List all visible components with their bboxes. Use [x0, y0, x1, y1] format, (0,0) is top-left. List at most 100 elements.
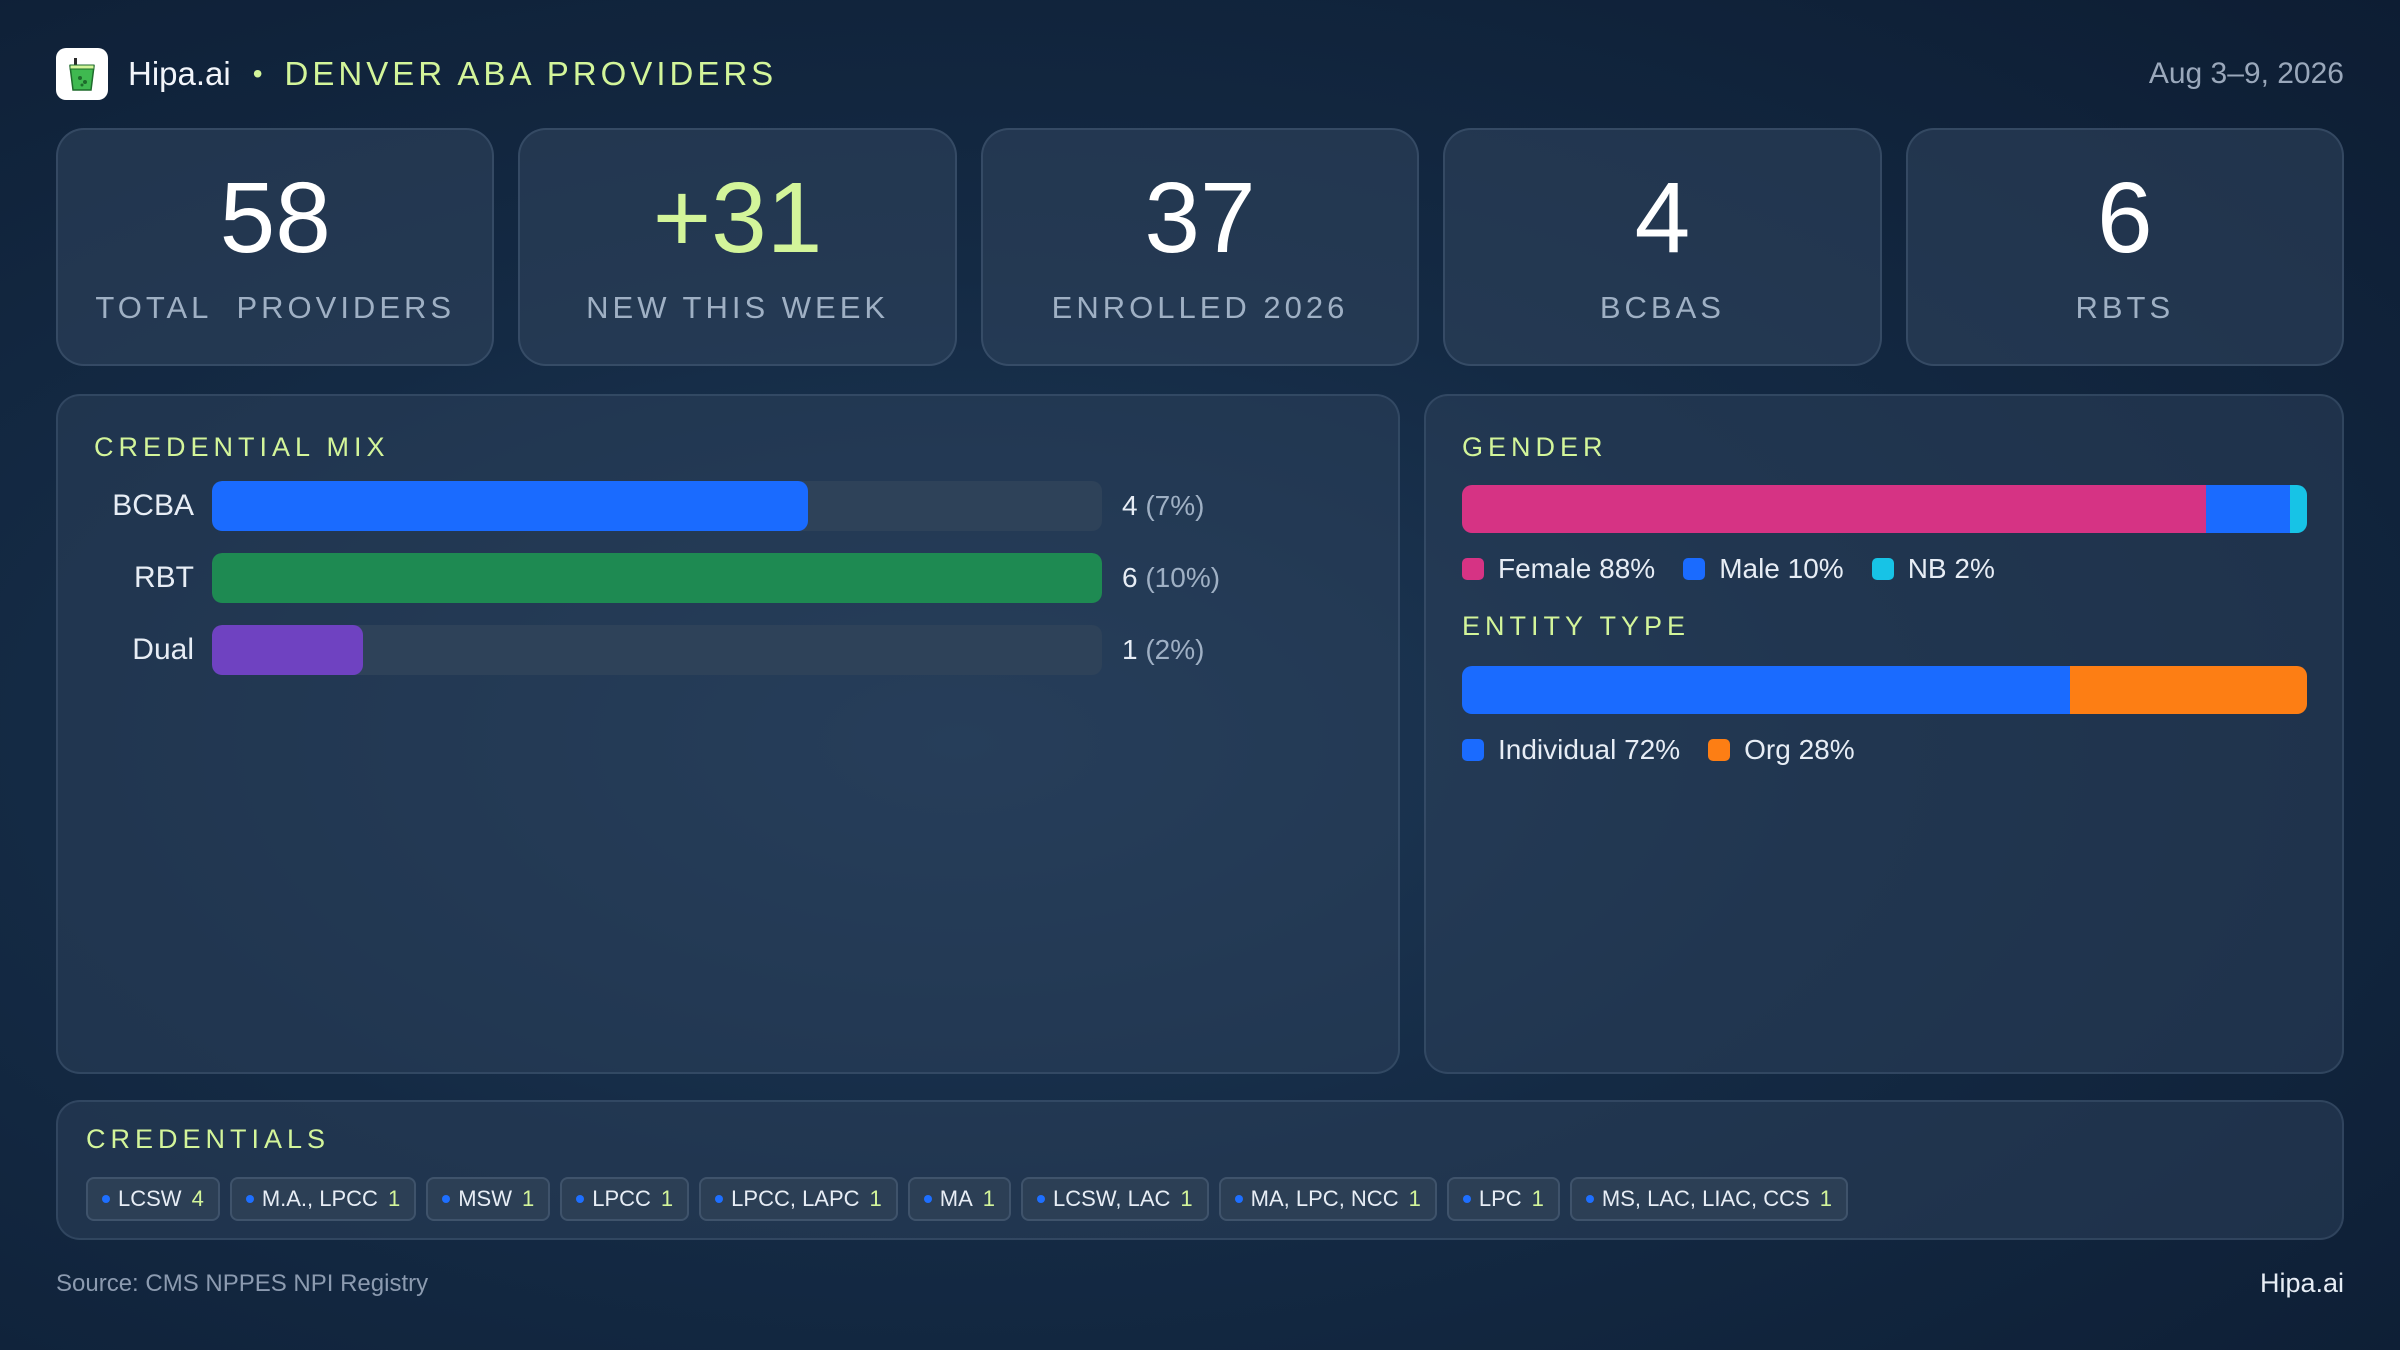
credentials-panel: CREDENTIALS LCSW 4 M.A., LPCC 1 MSW 1 LPCC 1 LPC… [56, 1100, 2344, 1240]
page-title: DENVER ABA PROVIDERS [284, 55, 778, 92]
chip-count: 4 [191, 1186, 204, 1211]
entity-type-title: ENTITY TYPE [1462, 611, 1691, 641]
chip-dot-icon [1585, 1195, 1594, 1203]
legend-label: Org 28% [1744, 734, 1855, 765]
mix-value: 6 (10%) [1122, 562, 1220, 594]
entity-segment-org [2070, 666, 2307, 714]
chip-dot-icon [1037, 1195, 1046, 1203]
chip-name: MSW [458, 1186, 512, 1211]
entity-segment-individual [1462, 666, 2071, 714]
credential-mix-panel: CREDENTIAL MIX BCBA 4 (7%) RBT 6 (10%) D… [56, 394, 1400, 1074]
mix-value: 1 (2%) [1122, 634, 1204, 666]
chip-dot-icon [245, 1195, 254, 1203]
kpi-card-bcbas: 4 BCBAS [1443, 128, 1882, 366]
kpi-value: +31 [652, 162, 823, 274]
source-note: Source: CMS NPPES NPI Registry [56, 1270, 429, 1297]
mix-percent: (2%) [1145, 634, 1205, 665]
kpi-label: BCBAS [1599, 290, 1725, 325]
chip-count: 1 [869, 1186, 882, 1211]
header-separator: • [252, 58, 263, 89]
chip-dot-icon [442, 1195, 451, 1203]
credential-chip: MSW 1 [426, 1177, 551, 1221]
entity-stacked-bar [1462, 666, 2307, 714]
credential-chip: LCSW, LAC 1 [1021, 1177, 1209, 1221]
legend-swatch [1871, 558, 1894, 580]
credential-chip: LPC 1 [1446, 1177, 1560, 1221]
chip-dot-icon [102, 1195, 110, 1203]
legend-label: Female 88% [1498, 553, 1656, 584]
brand-name: Hipa.ai [128, 55, 231, 92]
kpi-card-enrolled-2026: 37 ENROLLED 2026 [980, 128, 1420, 366]
kpi-label: RBTS [2075, 290, 2175, 325]
legend-label: Male 10% [1719, 553, 1844, 584]
chip-dot-icon [715, 1195, 724, 1203]
mix-value: 4 (7%) [1122, 490, 1204, 522]
chip-count: 1 [982, 1186, 996, 1211]
chip-dot-icon [923, 1195, 932, 1203]
gender-segment-nb [2290, 485, 2307, 533]
chip-name: LCSW, LAC [1053, 1186, 1171, 1211]
legend-item-male: Male 10% [1683, 553, 1844, 585]
credential-chip: LPCC, LAPC 1 [699, 1177, 898, 1221]
legend-swatch [1462, 558, 1484, 580]
gender-title: GENDER [1462, 432, 1608, 462]
gender-segment-female [1462, 485, 2206, 533]
credential-chips: LCSW 4 M.A., LPCC 1 MSW 1 LPCC 1 LPCC, LAPC 1 MA 1 L… [86, 1177, 2314, 1221]
legend-swatch [1683, 558, 1706, 580]
mix-percent: (7%) [1145, 490, 1205, 521]
mix-percent: (10%) [1145, 562, 1221, 593]
mix-track [212, 553, 1102, 603]
panel-title: CREDENTIALS [86, 1124, 331, 1154]
chip-name: LPCC, LAPC [731, 1186, 860, 1211]
panel-title: CREDENTIAL MIX [94, 432, 390, 462]
chip-dot-icon [1462, 1195, 1471, 1203]
cup-logo-icon [56, 48, 108, 100]
legend-item-female: Female 88% [1462, 553, 1655, 585]
credential-chip: MA, LPC, NCC 1 [1218, 1177, 1437, 1221]
mix-fill-bar [212, 481, 809, 531]
chip-count: 1 [387, 1186, 401, 1211]
mix-count: 6 [1122, 562, 1138, 593]
mix-fill-bar [212, 553, 1102, 603]
credential-mix-bars: BCBA 4 (7%) RBT 6 (10%) Dual 1 (2%) [94, 481, 1362, 675]
kpi-label: ENROLLED 2026 [1051, 290, 1349, 325]
mix-label: Dual [132, 633, 194, 666]
mix-row-rbt: RBT 6 (10%) [94, 553, 1362, 603]
kpi-label: TOTAL PROVIDERS [95, 290, 456, 325]
chip-dot-icon [1234, 1195, 1243, 1203]
credential-chip: LPCC 1 [560, 1177, 690, 1221]
chip-dot-icon [576, 1195, 585, 1203]
legend-label: NB 2% [1907, 553, 1995, 584]
chip-name: M.A., LPCC [261, 1186, 378, 1211]
credential-chip: M.A., LPCC 1 [229, 1177, 417, 1221]
credential-chip: MS, LAC, LIAC, CCS 1 [1569, 1177, 1848, 1221]
legend-item-nb: NB 2% [1871, 553, 1995, 585]
kpi-value: 6 [2097, 162, 2153, 274]
mix-label: RBT [134, 561, 194, 594]
chip-count: 1 [1819, 1186, 1832, 1211]
chip-name: LPCC [592, 1186, 651, 1211]
kpi-row: 58 TOTAL PROVIDERS +31 NEW THIS WEEK 37 … [56, 128, 2345, 366]
credential-chip: MA 1 [907, 1177, 1012, 1221]
kpi-value: 4 [1634, 162, 1691, 274]
mix-row-bcba: BCBA 4 (7%) [94, 481, 1362, 531]
date-range: Aug 3–9, 2026 [2148, 57, 2344, 90]
mix-track [212, 625, 1102, 675]
kpi-card-new-this-week: +31 NEW THIS WEEK [518, 128, 957, 366]
mix-count: 1 [1122, 634, 1138, 665]
legend-swatch [1708, 739, 1731, 761]
kpi-card-rbts: 6 RBTS [1905, 128, 2345, 366]
entity-legend: Individual 72% Org 28% [1462, 734, 2306, 766]
mix-track [212, 481, 1102, 531]
demographics-panel: GENDER Female 88% Male 10% NB 2% ENTITY … [1424, 394, 2344, 1074]
header: Hipa.ai • DENVER ABA PROVIDERS Aug 3–9, … [56, 48, 2344, 100]
chip-count: 1 [1408, 1186, 1421, 1211]
chip-count: 1 [521, 1186, 535, 1211]
gender-legend: Female 88% Male 10% NB 2% [1462, 553, 2306, 585]
kpi-value: 58 [219, 162, 331, 274]
chip-count: 1 [1180, 1186, 1193, 1211]
footer-brand: Hipa.ai [2259, 1268, 2344, 1298]
credential-chip: LCSW 4 [86, 1177, 220, 1221]
gender-segment-male [2205, 485, 2291, 533]
legend-item-org: Org 28% [1708, 734, 1855, 766]
